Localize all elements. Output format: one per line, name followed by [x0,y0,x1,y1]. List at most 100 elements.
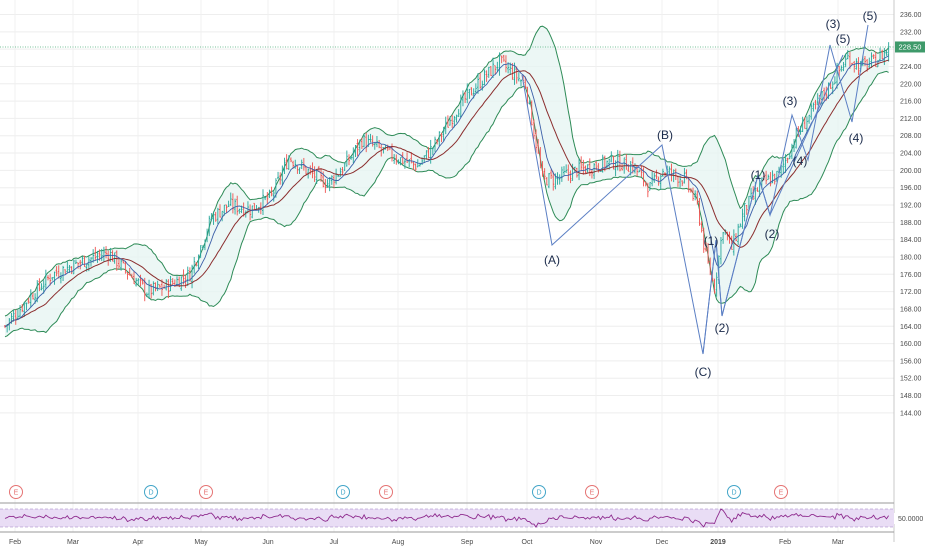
ohlc-bar [621,164,624,171]
price-tick-label: 164.00 [900,324,922,331]
price-tick-label: 192.00 [900,203,922,210]
ohlc-bar [483,69,486,86]
time-axis: Feb Mar Apr May Jun Jul Aug Sep Oct Nov Dec 2019 Feb… [9,539,845,546]
ohlc-bar [326,179,329,188]
ohlc-bar [72,259,75,275]
ohlc-bar [44,269,47,289]
price-axis: 236.00232.00228.00224.00220.00216.00212.… [900,12,922,417]
ohlc-bar [769,172,772,187]
price-tick-label: 200.00 [900,168,922,175]
ohlc-bar [285,154,288,170]
ohlc-bar [707,243,710,264]
wave-label: (2) [715,321,730,335]
ohlc-bar [513,62,516,85]
ohlc-bar [737,223,740,245]
ohlc-bar [610,151,613,163]
ohlc-bar [799,125,802,135]
ohlc-bar [16,309,19,320]
ohlc-bar [100,248,103,261]
dividend-marker: D [144,485,158,499]
price-tick-label: 220.00 [900,81,922,88]
ohlc-bar [332,174,335,189]
ohlc-bar [264,196,267,201]
bollinger-upper-line [4,25,889,317]
ohlc-bar [543,168,546,180]
ohlc-bar [27,297,30,304]
ohlc-bar [373,143,376,150]
marker-circle [727,485,741,499]
dividend-marker: D [532,485,546,499]
ohlc-bar [689,188,692,193]
ohlc-bar [494,65,497,74]
ohlc-bar [793,139,796,153]
ohlc-bar [487,66,490,78]
ohlc-bar [713,278,716,294]
ohlc-bar [122,260,125,264]
ohlc-bar [358,139,361,153]
ohlc-bar [449,116,452,126]
time-tick-label: Mar [832,539,845,546]
ohlc-bar [511,63,514,80]
marker-label: E [14,490,19,497]
ohlc-bar [582,159,585,175]
time-tick-label: Sep [461,539,474,546]
ohlc-bar [735,233,737,242]
earnings-marker: E [774,485,788,499]
ohlc-bar [348,154,350,166]
ohlc-bar [96,250,99,263]
dividend-marker: D [336,485,350,499]
ohlc-bar [743,202,746,222]
ohlc-bar [502,54,505,62]
ohlc-bar [649,182,651,191]
ohlc-bar [156,280,159,292]
ohlc-bar [14,309,17,325]
ohlc-bar [644,181,647,187]
ohlc-bar [537,139,540,155]
wave-line-subwave [702,54,844,355]
ohlc-bar [363,134,366,148]
marker-circle [336,485,350,499]
ohlc-bar [296,165,299,174]
ohlc-bar [457,109,460,117]
marker-label: E [204,490,209,497]
price-tick-label: 180.00 [900,254,922,261]
ohlc-bar [481,80,484,91]
ohlc-bar [580,156,583,171]
ohlc-bar [201,245,204,250]
ohlc-bar [79,259,82,270]
ohlc-bar [29,289,32,308]
ohlc-bar [272,190,275,202]
ohlc-bar [212,211,215,225]
ohlc-bar [584,165,587,174]
price-tick-label: 232.00 [900,29,922,36]
ohlc-bar [294,159,297,169]
marker-label: D [340,490,345,497]
ohlc-bar [444,116,447,135]
ohlc-bar [477,73,479,94]
ohlc-bar [801,116,804,132]
ohlc-bar [31,292,34,300]
ohlc-bar [853,60,856,73]
ohlc-bar [833,76,836,85]
ohlc-bar [356,139,359,157]
ohlc-bar [655,169,658,180]
last-price-value: 228.50 [899,42,922,51]
price-tick-label: 216.00 [900,99,922,106]
ohlc-bar [354,145,357,157]
ohlc-bar [169,275,172,292]
ohlc-bar [382,147,385,154]
ohlc-bar [719,236,722,265]
ohlc-bar [838,65,841,78]
ohlc-bar [539,146,542,169]
earnings-marker: E [9,485,23,499]
ohlc-bar [23,301,26,317]
ohlc-bar [846,49,849,60]
ohlc-bar [341,167,344,175]
elliott-wave-lines [521,24,869,355]
dividend-marker: D [727,485,741,499]
ohlc-bar [821,91,823,106]
time-tick-label: Feb [9,539,21,546]
ohlc-bar [262,189,264,216]
ohlc-bar [509,62,512,75]
ohlc-bar [66,261,69,273]
